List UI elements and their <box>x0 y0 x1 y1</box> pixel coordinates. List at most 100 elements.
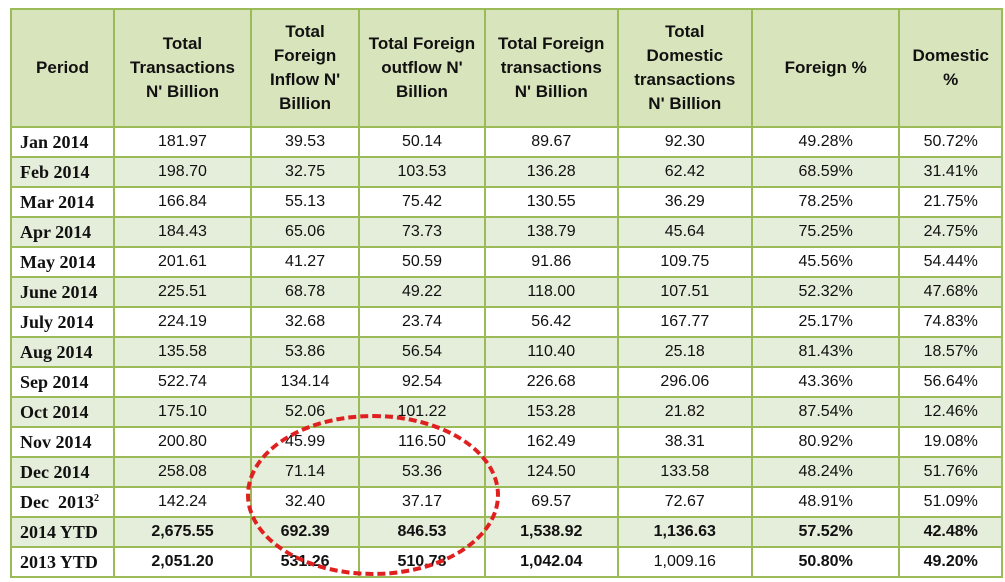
cell-period: 2013 YTD <box>10 546 115 578</box>
cell-period: Apr 2014 <box>10 216 115 248</box>
cell-foreign-inflow: 65.06 <box>249 216 361 248</box>
cell-period: Sep 2014 <box>10 366 115 398</box>
cell-domestic-pct: 24.75% <box>898 216 1003 248</box>
cell-foreign-outflow: 116.50 <box>358 426 486 458</box>
cell-foreign-outflow: 101.22 <box>358 396 486 428</box>
period-label: Dec 2014 <box>20 461 90 482</box>
cell-total-transactions: 175.10 <box>113 396 252 428</box>
cell-domestic-pct: 51.76% <box>898 456 1003 488</box>
header-domestic-pct: Domestic % <box>898 8 1003 128</box>
cell-foreign-transactions: 89.67 <box>483 126 619 158</box>
cell-foreign-outflow: 103.53 <box>358 156 486 188</box>
period-label: May 2014 <box>20 251 96 272</box>
cell-domestic-pct: 18.57% <box>898 336 1003 368</box>
cell-foreign-outflow: 846.53 <box>358 516 486 548</box>
cell-foreign-pct: 25.17% <box>750 306 901 338</box>
cell-foreign-inflow: 68.78 <box>249 276 361 308</box>
cell-domestic-pct: 42.48% <box>898 516 1003 548</box>
cell-foreign-pct: 43.36% <box>750 366 901 398</box>
table-row: June 2014 225.51 68.78 49.22 118.00 107.51 52.… <box>10 276 1003 308</box>
cell-foreign-outflow: 73.73 <box>358 216 486 248</box>
header-row: Period Total Transactions N' Billion Tot… <box>10 8 1003 128</box>
cell-foreign-outflow: 23.74 <box>358 306 486 338</box>
period-label: June 2014 <box>20 281 98 302</box>
cell-foreign-outflow: 49.22 <box>358 276 486 308</box>
cell-foreign-inflow: 52.06 <box>249 396 361 428</box>
cell-total-transactions: 198.70 <box>113 156 252 188</box>
cell-total-transactions: 258.08 <box>113 456 252 488</box>
cell-period: Aug 2014 <box>10 336 115 368</box>
cell-period: Jan 2014 <box>10 126 115 158</box>
cell-foreign-outflow: 56.54 <box>358 336 486 368</box>
cell-period: 2014 YTD <box>10 516 115 548</box>
cell-domestic-transactions: 1,009.16 <box>616 546 753 578</box>
cell-total-transactions: 184.43 <box>113 216 252 248</box>
header-period: Period <box>10 8 115 128</box>
cell-foreign-transactions: 162.49 <box>483 426 619 458</box>
cell-period: Dec 2014 <box>10 456 115 488</box>
cell-foreign-transactions: 153.28 <box>483 396 619 428</box>
period-label: Sep 2014 <box>20 371 89 392</box>
cell-period: Dec 20132 <box>10 486 115 518</box>
cell-foreign-inflow: 55.13 <box>249 186 361 218</box>
cell-domestic-pct: 74.83% <box>898 306 1003 338</box>
cell-total-transactions: 135.58 <box>113 336 252 368</box>
cell-foreign-pct: 48.24% <box>750 456 901 488</box>
cell-period: June 2014 <box>10 276 115 308</box>
cell-total-transactions: 142.24 <box>113 486 252 518</box>
cell-total-transactions: 181.97 <box>113 126 252 158</box>
cell-foreign-inflow: 134.14 <box>249 366 361 398</box>
table-row: Mar 2014 166.84 55.13 75.42 130.55 36.29 78.25… <box>10 186 1003 218</box>
period-label: Feb 2014 <box>20 161 90 182</box>
header-foreign-inflow: Total Foreign Inflow N' Billion <box>249 8 361 128</box>
cell-total-transactions: 224.19 <box>113 306 252 338</box>
cell-foreign-inflow: 41.27 <box>249 246 361 278</box>
period-label: Mar 2014 <box>20 191 95 212</box>
table-row: Apr 2014 184.43 65.06 73.73 138.79 45.64 75.25… <box>10 216 1003 248</box>
cell-foreign-transactions: 110.40 <box>483 336 619 368</box>
cell-foreign-pct: 80.92% <box>750 426 901 458</box>
header-foreign-outflow: Total Foreign outflow N' Billion <box>358 8 486 128</box>
period-label: 2013 YTD <box>20 551 98 572</box>
cell-foreign-outflow: 50.14 <box>358 126 486 158</box>
cell-domestic-transactions: 133.58 <box>616 456 753 488</box>
table-row: Feb 2014 198.70 32.75 103.53 136.28 62.42 68.5… <box>10 156 1003 188</box>
cell-total-transactions: 2,675.55 <box>113 516 252 548</box>
cell-foreign-inflow: 32.75 <box>249 156 361 188</box>
cell-foreign-inflow: 531.26 <box>249 546 361 578</box>
table-row: Dec 2014 258.08 71.14 53.36 124.50 133.58 48.2… <box>10 456 1003 488</box>
cell-foreign-inflow: 53.86 <box>249 336 361 368</box>
cell-foreign-outflow: 92.54 <box>358 366 486 398</box>
table-row: 2013 YTD 2,051.20 531.26 510.78 1,042.04 1,00… <box>10 546 1003 578</box>
cell-period: July 2014 <box>10 306 115 338</box>
cell-foreign-pct: 81.43% <box>750 336 901 368</box>
cell-domestic-transactions: 21.82 <box>616 396 753 428</box>
cell-foreign-pct: 57.52% <box>750 516 901 548</box>
cell-domestic-transactions: 36.29 <box>616 186 753 218</box>
cell-total-transactions: 225.51 <box>113 276 252 308</box>
cell-foreign-pct: 48.91% <box>750 486 901 518</box>
table-row: July 2014 224.19 32.68 23.74 56.42 167.77 25.1… <box>10 306 1003 338</box>
period-label: Aug 2014 <box>20 341 93 362</box>
table-row: May 2014 201.61 41.27 50.59 91.86 109.75 45.56… <box>10 246 1003 278</box>
period-label: Oct 2014 <box>20 401 89 422</box>
cell-domestic-transactions: 62.42 <box>616 156 753 188</box>
period-label: July 2014 <box>20 311 94 332</box>
cell-foreign-transactions: 130.55 <box>483 186 619 218</box>
cell-domestic-pct: 56.64% <box>898 366 1003 398</box>
cell-domestic-transactions: 167.77 <box>616 306 753 338</box>
period-label: Jan 2014 <box>20 131 89 152</box>
cell-period: May 2014 <box>10 246 115 278</box>
table-row: Jan 2014 181.97 39.53 50.14 89.67 92.30 49.28%… <box>10 126 1003 158</box>
cell-foreign-pct: 50.80% <box>750 546 901 578</box>
cell-period: Nov 2014 <box>10 426 115 458</box>
cell-total-transactions: 201.61 <box>113 246 252 278</box>
table-row: Oct 2014 175.10 52.06 101.22 153.28 21.82 87.5… <box>10 396 1003 428</box>
table-row: Sep 2014 522.74 134.14 92.54 226.68 296.06 43.… <box>10 366 1003 398</box>
cell-foreign-transactions: 56.42 <box>483 306 619 338</box>
period-label: Dec 2013 <box>20 491 94 512</box>
cell-total-transactions: 2,051.20 <box>113 546 252 578</box>
header-domestic-transactions: Total Domestic transactions N' Billion <box>616 8 753 128</box>
cell-domestic-pct: 19.08% <box>898 426 1003 458</box>
table-row: Nov 2014 200.80 45.99 116.50 162.49 38.31 80.9… <box>10 426 1003 458</box>
